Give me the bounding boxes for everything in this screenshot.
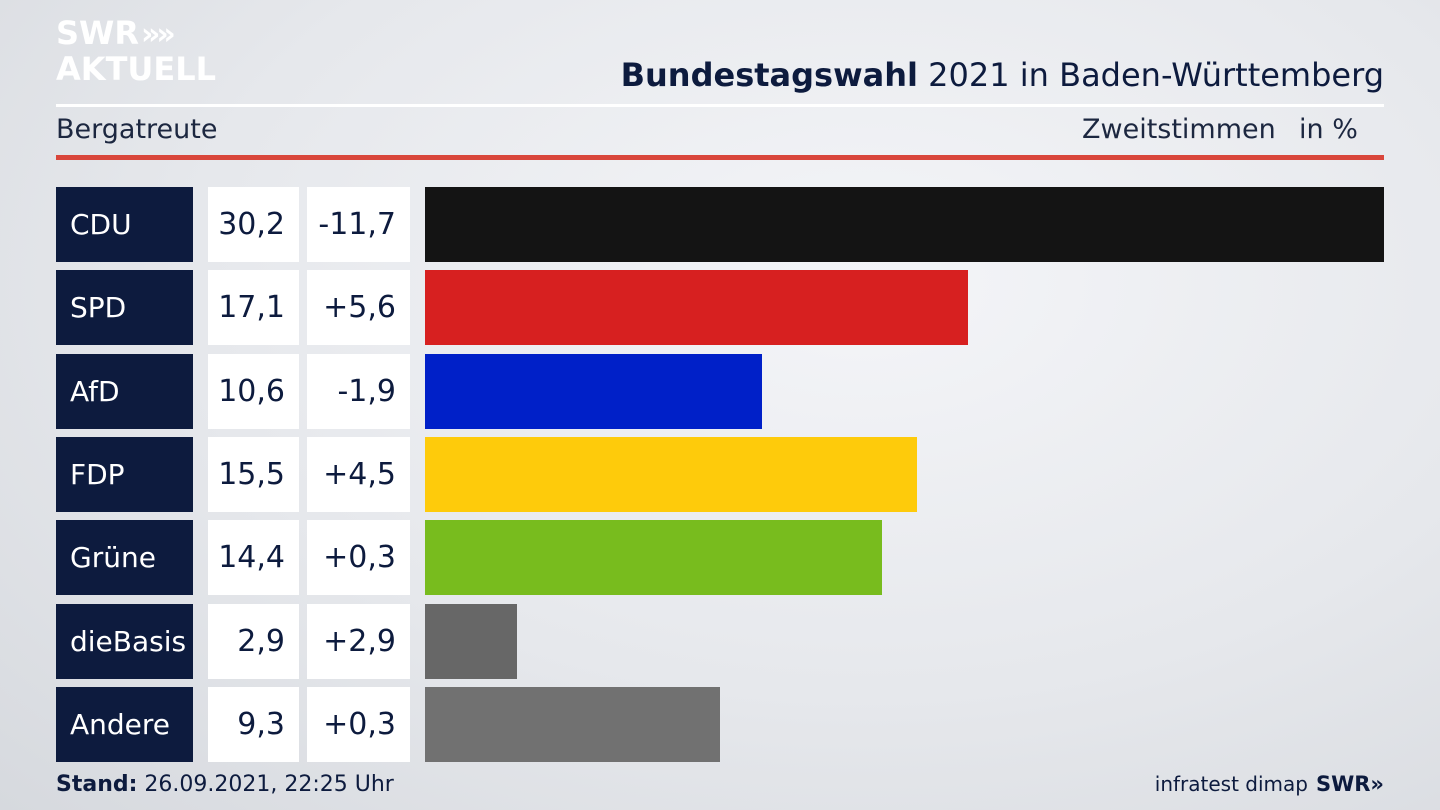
source-name: infratest dimap — [1154, 772, 1308, 796]
source-credit: infratest dimap SWR» — [1155, 772, 1384, 796]
result-row: CDU 30,2 -11,7 — [0, 187, 1440, 262]
result-bar — [425, 354, 762, 429]
change-value: -1,9 — [307, 354, 410, 429]
result-row: Andere 9,3 +0,3 — [0, 687, 1440, 762]
result-bar — [425, 270, 968, 345]
vote-share-value: 2,9 — [208, 604, 299, 679]
result-row: FDP 15,5 +4,5 — [0, 437, 1440, 512]
party-label: FDP — [56, 437, 193, 512]
result-row: dieBasis 2,9 +2,9 — [0, 604, 1440, 679]
party-label: AfD — [56, 354, 193, 429]
accent-divider — [56, 155, 1384, 160]
header-divider — [56, 104, 1384, 107]
party-label: dieBasis — [56, 604, 193, 679]
logo-chevron-icon-2: » — [156, 17, 176, 52]
vote-share-value: 17,1 — [208, 270, 299, 345]
change-value: +2,9 — [307, 604, 410, 679]
vote-share-value: 10,6 — [208, 354, 299, 429]
stand-label: Stand: — [56, 772, 138, 797]
result-row: SPD 17,1 +5,6 — [0, 270, 1440, 345]
party-label: Grüne — [56, 520, 193, 595]
logo-aktuell: AKTUELL — [56, 50, 217, 88]
stand-value: 26.09.2021, 22:25 Uhr — [137, 772, 394, 797]
result-bar — [425, 187, 1384, 262]
swr-aktuell-logo: SWR»» AKTUELL — [56, 16, 216, 86]
party-label: Andere — [56, 687, 193, 762]
vote-share-value: 30,2 — [208, 187, 299, 262]
party-label: SPD — [56, 270, 193, 345]
change-value: +0,3 — [307, 520, 410, 595]
result-bar — [425, 520, 882, 595]
change-value: +4,5 — [307, 437, 410, 512]
region-name: Bergatreute — [56, 114, 218, 145]
result-bar — [425, 604, 517, 679]
result-row: Grüne 14,4 +0,3 — [0, 520, 1440, 595]
result-row: AfD 10,6 -1,9 — [0, 354, 1440, 429]
footer-swr-logo: SWR» — [1315, 772, 1384, 796]
metric-label: Zweitstimmen — [1082, 114, 1276, 145]
change-value: -11,7 — [307, 187, 410, 262]
title-rest: 2021 in Baden-Württemberg — [917, 56, 1384, 94]
chart-title: Bundestagswahl 2021 in Baden-Württemberg — [621, 56, 1384, 94]
result-bar — [425, 437, 917, 512]
vote-share-value: 14,4 — [208, 520, 299, 595]
logo-chevron-icon: » — [140, 17, 161, 52]
timestamp: Stand: 26.09.2021, 22:25 Uhr — [56, 772, 394, 797]
change-value: +5,6 — [307, 270, 410, 345]
vote-share-value: 15,5 — [208, 437, 299, 512]
title-bold: Bundestagswahl — [620, 56, 918, 94]
vote-share-value: 9,3 — [208, 687, 299, 762]
unit-label: in % — [1299, 114, 1358, 145]
party-label: CDU — [56, 187, 193, 262]
logo-swr: SWR — [56, 14, 139, 52]
change-value: +0,3 — [307, 687, 410, 762]
result-bar — [425, 687, 720, 762]
